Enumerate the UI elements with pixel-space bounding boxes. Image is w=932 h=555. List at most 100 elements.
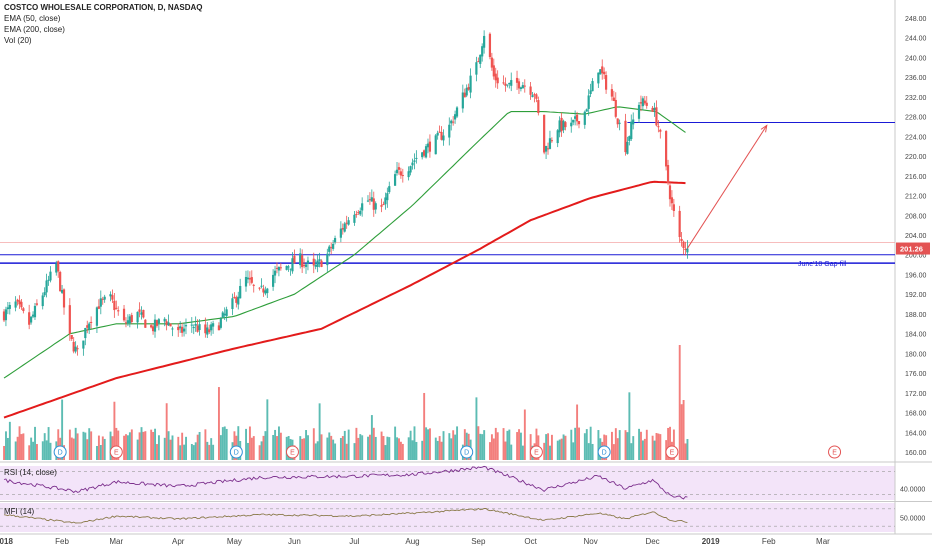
volume-bar bbox=[128, 432, 131, 460]
candle bbox=[384, 192, 387, 210]
volume-bar bbox=[57, 429, 60, 460]
price-axis-tick-label: 212.00 bbox=[905, 194, 927, 201]
candle bbox=[217, 322, 220, 331]
candle-body bbox=[604, 75, 608, 90]
candle-body bbox=[508, 82, 511, 85]
candle-body bbox=[306, 260, 310, 264]
candle bbox=[109, 291, 112, 302]
candle bbox=[167, 314, 170, 326]
candle-body bbox=[248, 278, 251, 280]
volume-bar bbox=[421, 440, 424, 460]
volume-bar bbox=[401, 443, 404, 460]
candle bbox=[264, 286, 267, 296]
candle bbox=[31, 311, 35, 319]
volume-bar bbox=[278, 426, 280, 460]
candle-body bbox=[388, 186, 391, 193]
candle-body bbox=[374, 203, 377, 210]
candle-body bbox=[57, 261, 60, 272]
volume-bar bbox=[394, 426, 397, 460]
price-axis-tick-label: 240.00 bbox=[905, 55, 927, 62]
candle-body bbox=[368, 199, 372, 201]
candle bbox=[477, 57, 480, 63]
candle bbox=[672, 198, 675, 217]
volume-bar bbox=[672, 429, 675, 460]
candle-body bbox=[610, 89, 614, 97]
candle bbox=[95, 306, 99, 334]
volume-bar bbox=[686, 439, 689, 460]
volume-bar bbox=[477, 426, 480, 460]
date-axis-tick-label: Sep bbox=[471, 537, 486, 546]
candle-body bbox=[479, 54, 482, 64]
event-marker-letter: E bbox=[670, 450, 675, 457]
candle bbox=[221, 311, 224, 319]
volume-bar bbox=[578, 427, 580, 460]
volume-bar bbox=[341, 436, 344, 460]
candle bbox=[320, 259, 323, 268]
candle bbox=[630, 114, 633, 141]
volume-bar bbox=[74, 427, 77, 460]
candle bbox=[657, 120, 660, 133]
date-axis-tick-label: Aug bbox=[405, 537, 419, 546]
volume-bar bbox=[440, 441, 443, 460]
candle-body bbox=[558, 120, 561, 133]
event-marker-letter: E bbox=[832, 450, 837, 457]
volume-bar bbox=[204, 429, 207, 460]
volume-bar bbox=[61, 399, 64, 460]
candle-body bbox=[332, 243, 335, 249]
candle-body bbox=[124, 322, 128, 324]
volume-bar bbox=[479, 433, 482, 460]
candle-body bbox=[426, 143, 430, 148]
candles bbox=[2, 30, 689, 356]
candle bbox=[612, 90, 615, 102]
candle bbox=[33, 303, 37, 320]
candle-body bbox=[153, 319, 157, 332]
price-axis-tick-label: 192.00 bbox=[905, 292, 927, 299]
candle-body bbox=[88, 323, 91, 330]
candle bbox=[421, 151, 424, 160]
price-axis-tick-label: 228.00 bbox=[905, 115, 927, 122]
candle bbox=[575, 111, 579, 126]
candle bbox=[57, 260, 60, 278]
candle bbox=[666, 159, 670, 186]
event-marker-letter: E bbox=[290, 450, 295, 457]
volume-bar bbox=[18, 426, 21, 460]
volume-bar bbox=[506, 430, 509, 460]
volume-bar bbox=[415, 441, 418, 460]
candle-body bbox=[357, 212, 360, 214]
candle bbox=[388, 181, 391, 194]
volume-bar bbox=[372, 427, 375, 460]
volume-bar bbox=[562, 434, 565, 460]
volume-bar bbox=[328, 432, 331, 460]
candle-body bbox=[618, 122, 621, 124]
candle bbox=[248, 271, 251, 286]
candle-body bbox=[384, 197, 387, 205]
volume-bar bbox=[684, 443, 687, 460]
candle-body bbox=[82, 340, 85, 349]
volume-bar bbox=[560, 438, 563, 460]
candle bbox=[490, 52, 493, 71]
volume-bar bbox=[456, 426, 459, 460]
volume-bar bbox=[117, 430, 120, 460]
gap-fill-label: June'18 Gap-fill bbox=[798, 261, 847, 268]
volume-bar bbox=[70, 437, 73, 460]
candle-body bbox=[239, 285, 242, 299]
candle bbox=[326, 248, 329, 272]
candle bbox=[546, 142, 550, 155]
volume-bar bbox=[86, 439, 89, 460]
volume-bar bbox=[136, 439, 139, 460]
volume-bar bbox=[370, 415, 373, 460]
candle-body bbox=[221, 312, 224, 318]
candle bbox=[380, 198, 383, 213]
volume-bar bbox=[28, 445, 31, 460]
candle bbox=[506, 84, 509, 88]
candle bbox=[84, 327, 87, 346]
candle-body bbox=[572, 119, 575, 123]
candle-body bbox=[211, 323, 215, 327]
candle bbox=[179, 321, 182, 333]
candle-body bbox=[258, 287, 261, 289]
volume-bar bbox=[574, 427, 577, 460]
volume-bar bbox=[388, 437, 391, 460]
candle-body bbox=[155, 320, 159, 326]
candle-body bbox=[225, 309, 228, 316]
volume-bar bbox=[427, 429, 429, 460]
